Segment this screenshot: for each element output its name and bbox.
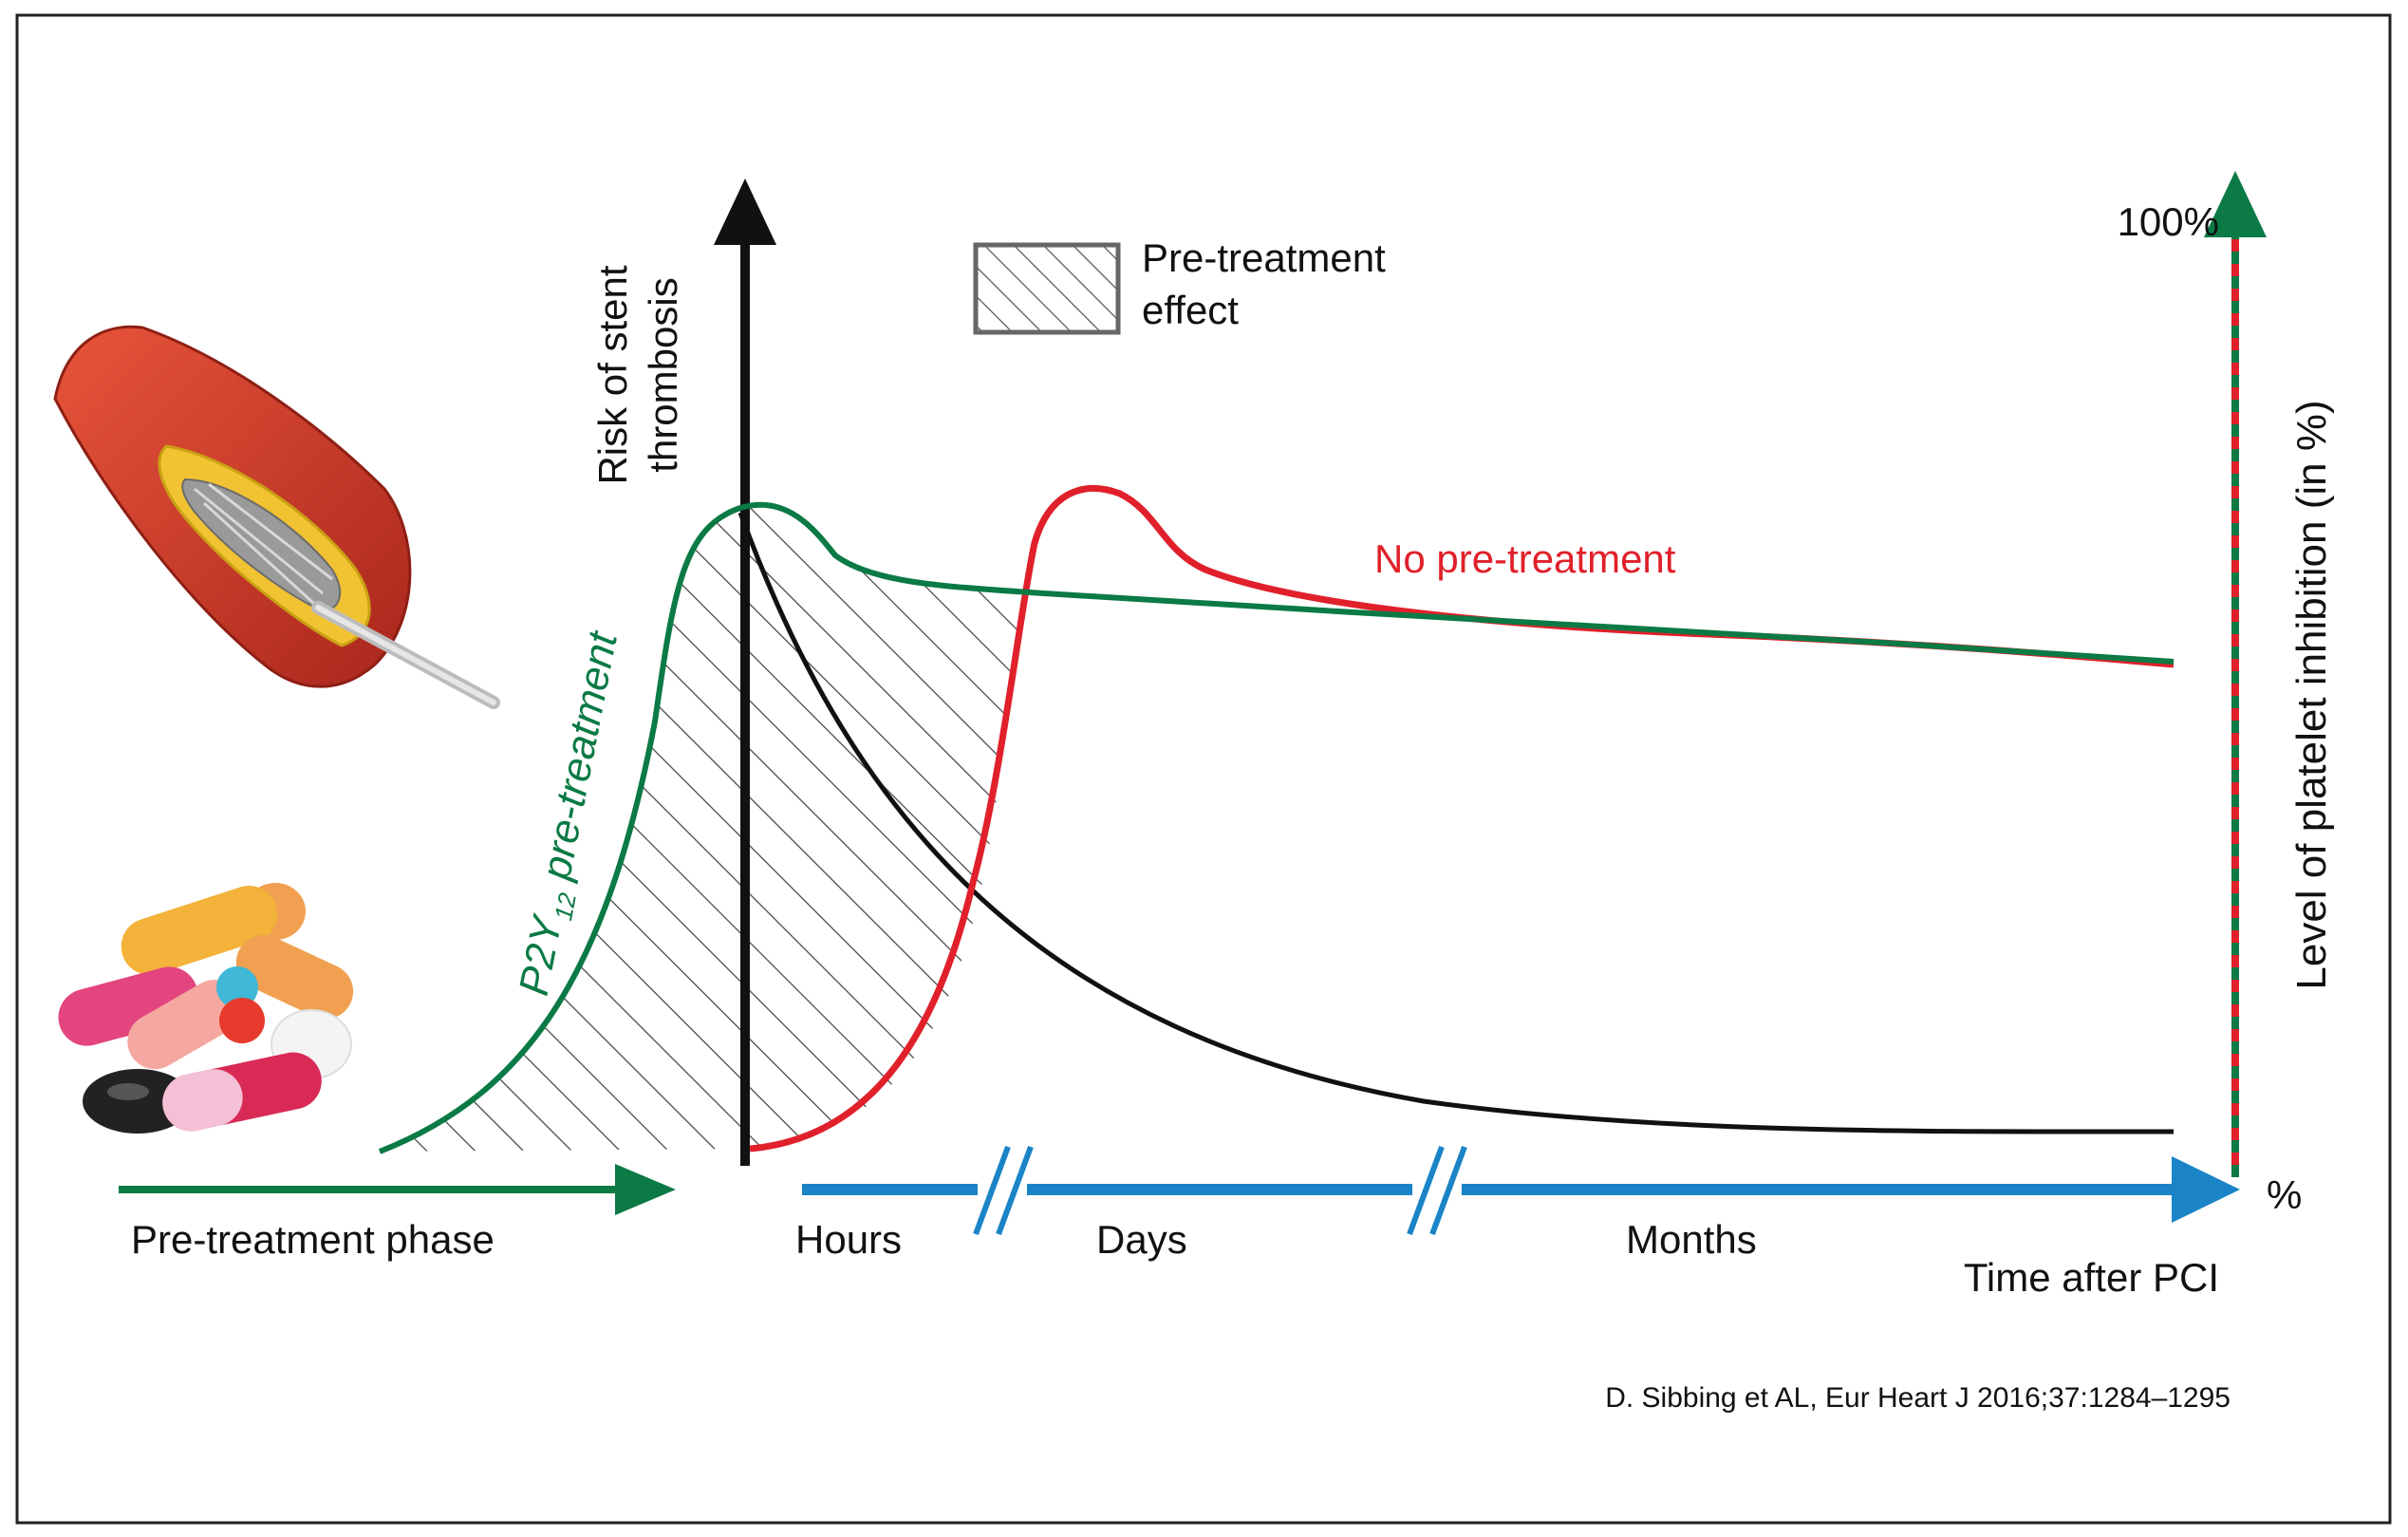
legend-label-line2: effect — [1142, 288, 1239, 332]
pretreatment-phase-arrow-icon — [615, 1164, 676, 1215]
y-axis-arrow-icon — [714, 178, 776, 245]
time-axis-label: Time after PCI — [1964, 1255, 2219, 1300]
y-axis-label-line2: thrombosis — [641, 277, 685, 472]
right-axis-bottom-label: % — [2267, 1172, 2302, 1217]
axis-break-days-months-icon — [1407, 1145, 1467, 1236]
platelet-inhibition-arrow-icon — [2204, 171, 2267, 237]
right-axis-top-label: 100% — [2118, 199, 2219, 244]
time-hours-label: Hours — [795, 1217, 902, 1262]
no-pretreatment-label: No pre-treatment — [1374, 536, 1676, 581]
citation: D. Sibbing et AL, Eur Heart J 2016;37:12… — [1605, 1382, 2231, 1414]
pills-icon — [58, 883, 354, 1134]
risk-thrombosis-curve — [737, 512, 2175, 1134]
legend-hatch-swatch — [973, 242, 1121, 335]
pretreatment-phase-label: Pre-treatment phase — [131, 1217, 495, 1262]
y-axis-label-line1: Risk of stent — [590, 265, 635, 484]
stent-artery-icon — [53, 325, 500, 709]
pretreatment-effect-area — [380, 504, 1022, 1152]
time-days-label: Days — [1096, 1217, 1187, 1262]
figure-frame — [15, 13, 2392, 1525]
p2y12-pretreatment-curve — [378, 501, 2175, 1154]
time-months-label: Months — [1626, 1217, 1757, 1262]
time-axis-arrow-icon — [2172, 1156, 2240, 1223]
legend-label-line1: Pre-treatment — [1142, 235, 1386, 280]
axis-break-hours-days-icon — [973, 1145, 1034, 1236]
p2y12-subscript: 12 — [549, 890, 582, 923]
right-axis-label: Level of platelet inhibition (in %) — [2288, 400, 2335, 989]
